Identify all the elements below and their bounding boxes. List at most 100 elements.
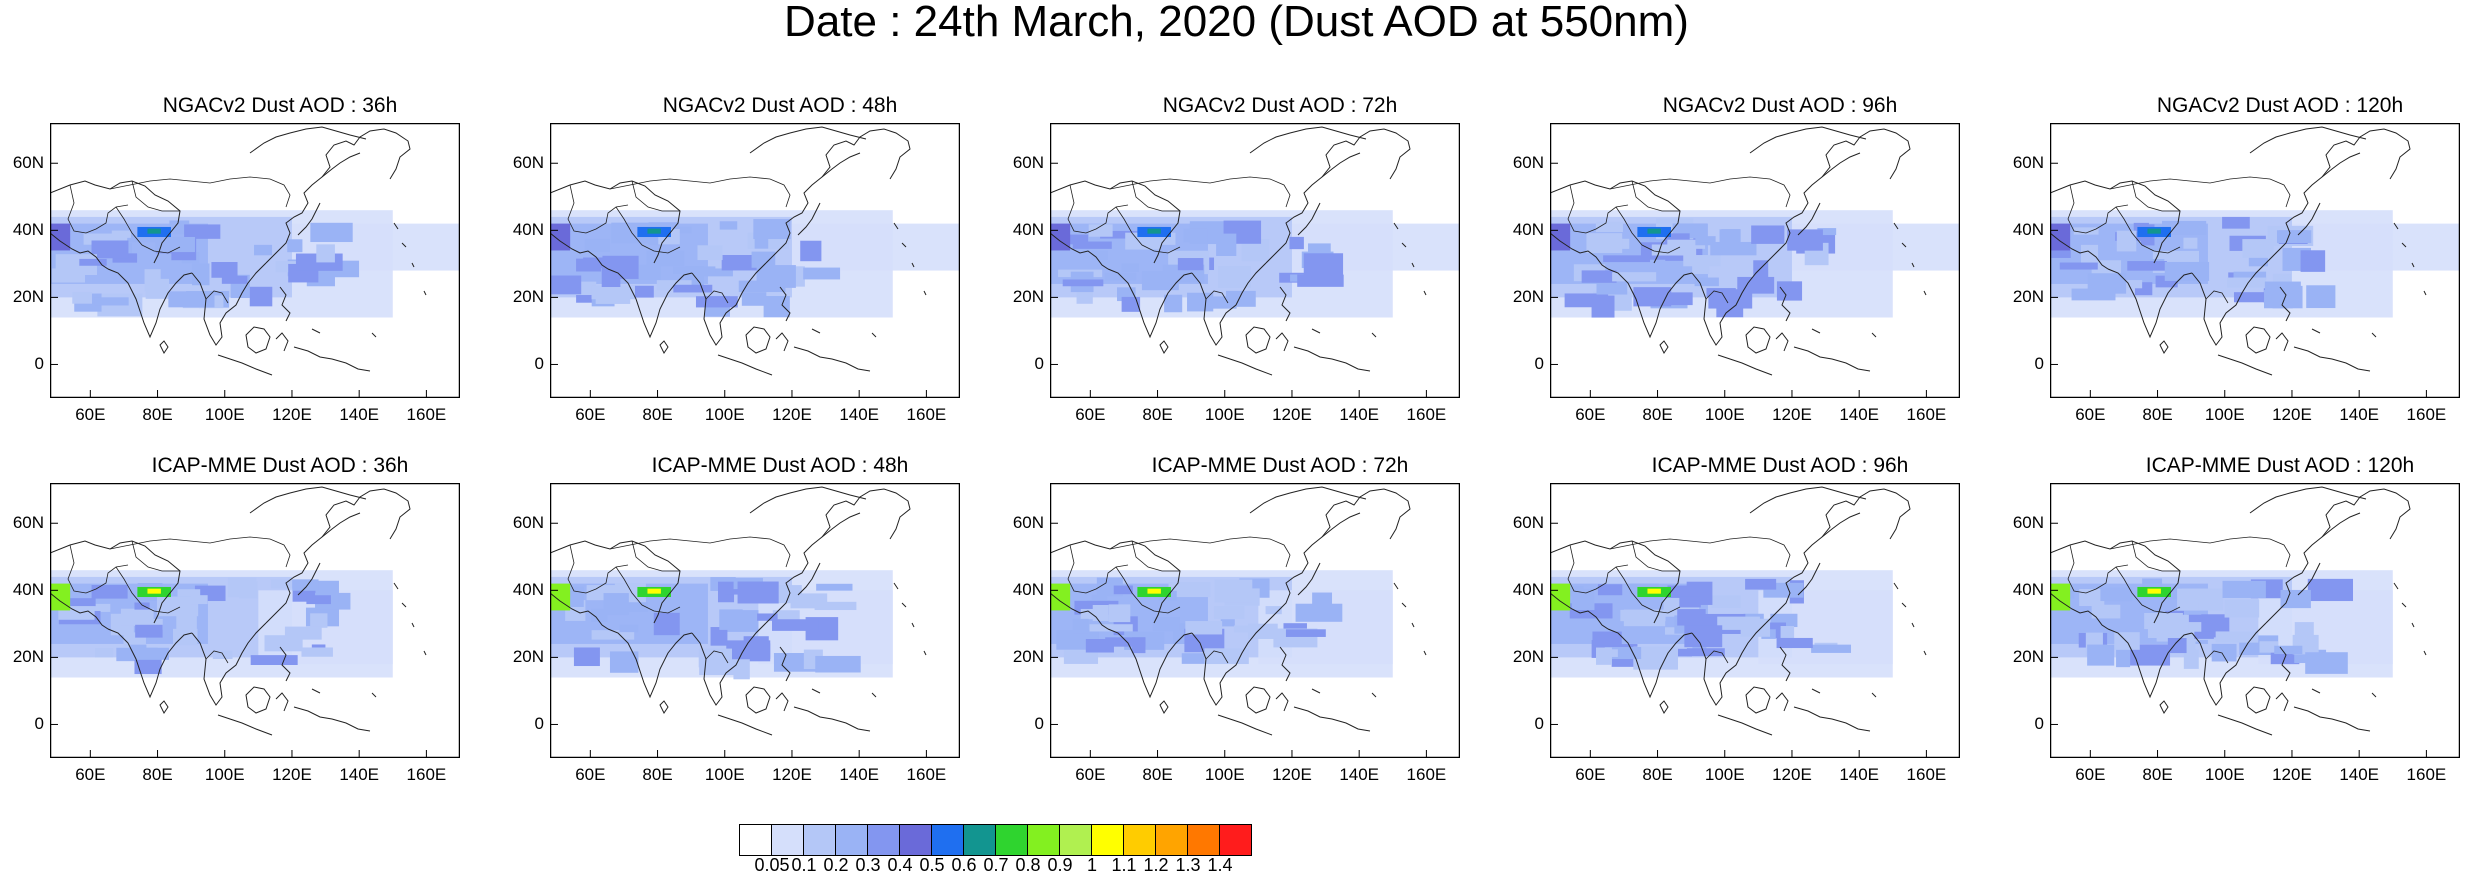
- lon-tick-label: 160E: [406, 405, 447, 424]
- aod-field-cell: [145, 278, 170, 299]
- colorbar-swatch: [1124, 825, 1156, 855]
- aod-field-cell: [1214, 579, 1253, 603]
- aod-field-cell: [2307, 578, 2354, 602]
- colorbar-swatch: [1156, 825, 1188, 855]
- aod-field-cell: [1297, 274, 1344, 287]
- map-panel: NGACv2 Dust AOD : 96h 60N 40N 20N 0 60E 80E 100…: [1513, 95, 2010, 424]
- lon-tick-label: 120E: [1272, 765, 1312, 784]
- aod-field-cell: [1063, 650, 1099, 664]
- aod-field-cell: [1711, 595, 1741, 608]
- lon-tick-label: 160E: [406, 765, 447, 784]
- aod-hotspot: [1050, 223, 1071, 251]
- aod-field-cell: [1592, 631, 1622, 646]
- aod-field-cell: [190, 595, 208, 605]
- aod-field-cell: [2259, 641, 2279, 653]
- aod-field-cell: [591, 630, 635, 640]
- aod-field-cell: [2280, 589, 2311, 609]
- aod-field-cell: [1055, 234, 1089, 245]
- aod-field-cell: [1183, 228, 1208, 243]
- aod-field-cell: [2211, 643, 2237, 662]
- aod-field-cell: [191, 263, 210, 286]
- aod-field-cell: [2222, 580, 2266, 598]
- aod-field-cell: [1105, 637, 1146, 647]
- panel-title: ICAP-MME Dust AOD : 72h: [1151, 454, 1409, 477]
- lat-tick-label: 0: [34, 354, 44, 374]
- aod-field-cell: [1092, 605, 1109, 622]
- aod-field-cell: [2272, 273, 2292, 285]
- lat-tick-label: 40N: [1012, 580, 1044, 600]
- aod-field-cell: [1581, 270, 1617, 283]
- lon-tick-label: 160E: [2406, 405, 2447, 424]
- aod-field-cell: [306, 595, 331, 605]
- map-plot: [50, 483, 460, 758]
- lat-tick-label: 20N: [2012, 287, 2044, 307]
- aod-field-cell: [292, 579, 319, 591]
- aod-field-cell: [254, 244, 273, 256]
- aod-field-cell: [698, 648, 732, 668]
- lat-tick-label: 60N: [512, 513, 544, 533]
- aod-field-cell: [176, 610, 197, 631]
- aod-field-cell: [2305, 652, 2348, 674]
- map-panel: NGACv2 Dust AOD : 72h 60N 40N 20N 0 60E 80E 100…: [1013, 95, 1510, 424]
- aod-field-cell: [1088, 224, 1113, 237]
- aod-field-cell: [1168, 582, 1211, 598]
- lon-tick-label: 160E: [906, 765, 947, 784]
- aod-field-cell: [751, 251, 776, 268]
- lon-tick-label: 100E: [704, 405, 745, 424]
- aod-field-cell: [134, 602, 150, 610]
- aod-field-cell: [184, 224, 221, 239]
- aod-field-cell: [221, 275, 248, 284]
- lat-tick-label: 0: [2034, 714, 2044, 734]
- aod-field-cell: [1164, 294, 1183, 313]
- aod-field-cell: [287, 239, 303, 253]
- aod-field-cell: [1213, 606, 1245, 619]
- colorbar-swatch: [996, 825, 1028, 855]
- lon-tick-label: 80E: [1642, 405, 1673, 424]
- lat-tick-label: 20N: [2012, 647, 2044, 667]
- colorbar-swatch: [1028, 825, 1060, 855]
- aod-field-cell: [816, 583, 853, 591]
- aod-field-cell: [310, 613, 328, 628]
- aod-field-cell: [673, 266, 716, 274]
- lon-tick-label: 100E: [704, 765, 745, 784]
- colorbar-label: 0.3: [855, 855, 881, 875]
- aod-field-cell: [814, 601, 857, 611]
- aod-field-cell: [576, 258, 602, 272]
- aod-field-cell: [1152, 617, 1180, 632]
- aod-field-cell: [710, 627, 728, 646]
- aod-field-cell: [1113, 585, 1133, 595]
- lat-tick-label: 20N: [1012, 647, 1044, 667]
- lon-tick-label: 160E: [2406, 765, 2447, 784]
- aod-field-cell: [1684, 625, 1723, 648]
- lon-tick-label: 120E: [1272, 405, 1312, 424]
- aod-hotspot: [2050, 583, 2071, 611]
- lon-tick-label: 140E: [1839, 765, 1880, 784]
- lon-tick-label: 100E: [1204, 405, 1245, 424]
- lon-tick-label: 80E: [642, 405, 673, 424]
- lat-tick-label: 60N: [1012, 153, 1044, 173]
- aod-field-cell: [1597, 584, 1623, 596]
- map-plot: [50, 123, 460, 398]
- aod-field-cell: [310, 222, 353, 243]
- aod-field-cell: [800, 240, 822, 262]
- aod-field-cell: [2164, 261, 2210, 281]
- colorbar-label: 1.4: [1207, 855, 1233, 875]
- aod-field-cell: [1089, 624, 1133, 632]
- colorbar-swatch: [1060, 825, 1092, 855]
- aod-field-cell: [646, 250, 685, 267]
- aod-field-cell: [757, 613, 778, 621]
- aod-field-cell: [573, 647, 600, 667]
- aod-field-cell: [1686, 648, 1725, 657]
- figure-title: Date : 24th March, 2020 (Dust AOD at 550…: [784, 0, 1689, 46]
- aod-field-cell: [1669, 292, 1693, 306]
- aod-field-cell: [602, 255, 639, 279]
- map-frame: [2050, 123, 2460, 398]
- aod-field-cell: [135, 624, 163, 638]
- lat-tick-label: 0: [34, 714, 44, 734]
- aod-field-cell: [301, 647, 333, 657]
- aod-field-cell: [1247, 623, 1278, 639]
- colorbar-label: 0.9: [1047, 855, 1073, 875]
- aod-field-cell: [1776, 281, 1803, 301]
- aod-field-cell: [1072, 618, 1089, 634]
- aod-field-cell: [72, 291, 92, 304]
